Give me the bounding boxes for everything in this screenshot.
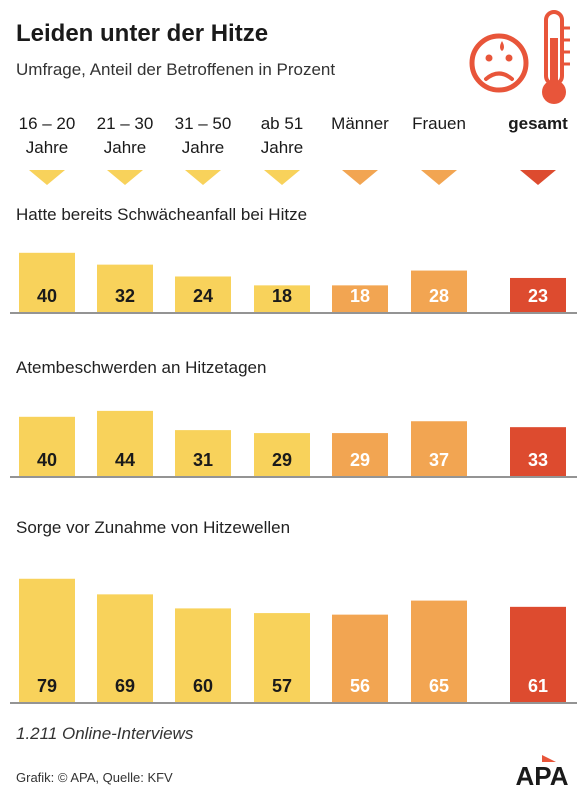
bar-16-20 <box>19 578 75 702</box>
chart-subtitle: Umfrage, Anteil der Betroffenen in Proze… <box>16 60 336 79</box>
column-headers: 16 – 20 Jahre 21 – 30 Jahre 31 – 50 Jahre a… <box>0 112 587 192</box>
bar-value-21-30: 32 <box>115 286 135 306</box>
bar-21-30 <box>97 410 153 476</box>
bar-16-20 <box>19 252 75 312</box>
bar-value-gesamt: 61 <box>528 676 548 696</box>
bar-value-frauen: 37 <box>429 450 449 470</box>
bar-maenner <box>332 614 388 702</box>
sample-note: 1.211 Online-Interviews <box>16 724 194 743</box>
bar-chart-schwaecheanfall: 40 32 24 18 18 28 23 <box>10 252 577 314</box>
section-title-schwaecheanfall: Hatte bereits Schwächeanfall bei Hitze <box>16 205 308 224</box>
source-credit: Grafik: © APA, Quelle: KFV <box>16 770 173 785</box>
apa-logo: APA <box>516 755 569 788</box>
column-marker-frauen <box>421 170 457 185</box>
bar-value-maenner: 29 <box>350 450 370 470</box>
column-marker-16-20 <box>29 170 65 185</box>
thermometer-icon <box>542 10 570 104</box>
bar-16-20 <box>19 416 75 476</box>
bar-ab-51 <box>254 285 310 312</box>
bar-frauen <box>411 421 467 476</box>
bar-gesamt <box>510 606 566 702</box>
column-header-21-30: 21 – 30 Jahre <box>96 114 154 157</box>
bar-gesamt <box>510 277 566 312</box>
bar-value-16-20: 79 <box>37 676 57 696</box>
bar-maenner <box>332 433 388 476</box>
column-header-ab-51: ab 51 Jahre <box>260 114 304 157</box>
bar-value-16-20: 40 <box>37 450 57 470</box>
section-title-atembeschwerden: Atembeschwerden an Hitzetagen <box>16 358 267 377</box>
bar-value-31-50: 60 <box>193 676 213 696</box>
bar-value-31-50: 24 <box>193 286 213 306</box>
column-header-frauen: Frauen <box>412 114 466 133</box>
bar-value-ab-51: 57 <box>272 676 292 696</box>
bar-value-16-20: 40 <box>37 286 57 306</box>
bar-ab-51 <box>254 613 310 702</box>
bar-21-30 <box>97 264 153 312</box>
sad-face-icon <box>469 33 529 93</box>
column-marker-21-30 <box>107 170 143 185</box>
bar-value-frauen: 65 <box>429 676 449 696</box>
bar-value-maenner: 18 <box>350 286 370 306</box>
bar-chart-hitzewellen: 79 69 60 57 56 65 61 <box>10 578 577 704</box>
bar-ab-51 <box>254 433 310 476</box>
column-marker-maenner <box>342 170 378 185</box>
bar-maenner <box>332 285 388 312</box>
chart-title: Leiden unter der Hitze <box>16 20 269 47</box>
heat-icons <box>469 10 570 104</box>
column-header-maenner: Männer <box>331 114 389 133</box>
column-header-16-20: 16 – 20 Jahre <box>18 114 76 157</box>
column-marker-31-50 <box>185 170 221 185</box>
bar-31-50 <box>175 608 231 702</box>
bar-value-21-30: 44 <box>115 450 135 470</box>
bar-value-gesamt: 33 <box>528 450 548 470</box>
bar-frauen <box>411 270 467 312</box>
bar-value-21-30: 69 <box>115 676 135 696</box>
bar-gesamt <box>510 427 566 476</box>
bar-value-ab-51: 18 <box>272 286 292 306</box>
column-header-31-50: 31 – 50 Jahre <box>174 114 232 157</box>
svg-text:APA: APA <box>516 761 569 788</box>
bar-frauen <box>411 600 467 702</box>
bar-value-ab-51: 29 <box>272 450 292 470</box>
bar-chart-atembeschwerden: 40 44 31 29 29 37 33 <box>10 410 577 478</box>
column-marker-gesamt <box>520 170 556 185</box>
bar-value-maenner: 56 <box>350 676 370 696</box>
bar-value-frauen: 28 <box>429 286 449 306</box>
bar-21-30 <box>97 594 153 702</box>
column-marker-ab-51 <box>264 170 300 185</box>
section-title-hitzewellen: Sorge vor Zunahme von Hitzewellen <box>16 518 291 537</box>
bar-value-31-50: 31 <box>193 450 213 470</box>
bar-31-50 <box>175 276 231 312</box>
bar-value-gesamt: 23 <box>528 286 548 306</box>
column-header-gesamt: gesamt <box>508 114 568 133</box>
bar-31-50 <box>175 430 231 476</box>
